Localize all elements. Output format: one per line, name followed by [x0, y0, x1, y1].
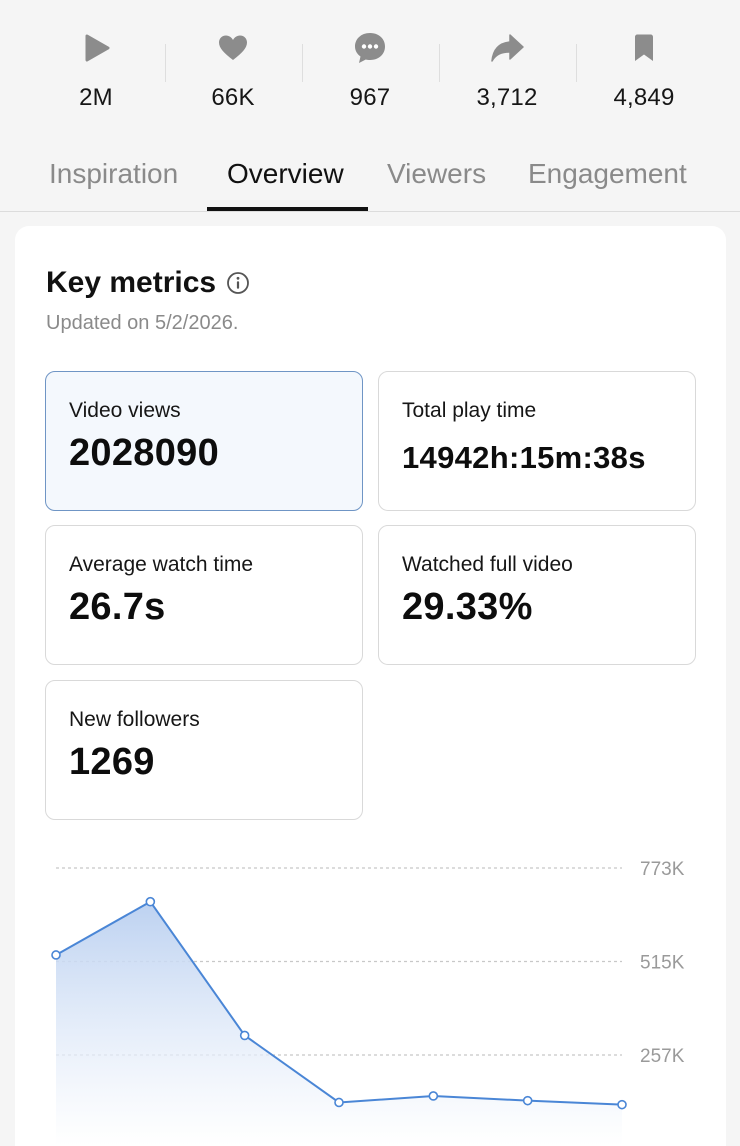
area-fill	[56, 901, 622, 1146]
metric-card-average-watch-time[interactable]: Average watch time 26.7s	[45, 525, 363, 665]
tab-inspiration[interactable]: Inspiration	[49, 158, 179, 189]
y-tick-label: 257K	[640, 1046, 685, 1067]
tab-viewers[interactable]: Viewers	[387, 158, 487, 189]
video-views-chart: 773K 515K 257K	[51, 859, 685, 1146]
metric-label: Video views	[69, 399, 181, 422]
stat-value: 66K	[211, 84, 255, 111]
stat-value: 2M	[79, 84, 113, 111]
data-point	[239, 1030, 250, 1041]
analytics-tabs: Inspiration Overview Viewers Engagement	[0, 140, 740, 212]
metric-card-new-followers[interactable]: New followers 1269	[45, 680, 363, 820]
metric-card-watched-full-video[interactable]: Watched full video 29.33%	[378, 525, 696, 665]
data-point	[522, 1095, 533, 1106]
metric-label: New followers	[69, 708, 200, 731]
data-point	[428, 1091, 439, 1101]
metric-value: 2028090	[69, 432, 220, 474]
updated-date: Updated on 5/2/2026.	[46, 312, 239, 334]
y-tick-label: 515K	[640, 953, 685, 974]
metric-value: 14942h:15m:38s	[402, 440, 646, 475]
metric-label: Total play time	[402, 399, 537, 422]
y-tick-label: 773K	[640, 859, 685, 880]
stat-saves: 4,849	[575, 0, 713, 140]
metric-label: Watched full video	[402, 553, 573, 576]
section-title: Key metrics	[46, 266, 250, 300]
section-title-text: Key metrics	[46, 266, 217, 299]
metric-card-video-views[interactable]: Video views 2028090	[45, 371, 363, 511]
stat-shares: 3,712	[438, 0, 576, 140]
stat-comments: 967	[301, 0, 439, 140]
stat-value: 4,849	[613, 84, 675, 111]
metric-value: 1269	[69, 741, 155, 783]
share-icon	[489, 30, 525, 66]
heart-icon	[215, 30, 251, 66]
data-point	[334, 1097, 344, 1108]
active-tab-indicator	[207, 207, 368, 211]
metric-value: 26.7s	[69, 586, 166, 628]
stat-likes: 66K	[164, 0, 302, 140]
tab-engagement[interactable]: Engagement	[528, 158, 687, 189]
metric-label: Average watch time	[69, 553, 254, 576]
info-icon[interactable]	[226, 271, 250, 295]
comment-icon	[352, 30, 388, 66]
video-stats-bar: 2M 66K 967 3,712 4,849	[0, 0, 740, 140]
stat-views: 2M	[28, 0, 165, 140]
data-point	[145, 896, 156, 907]
bookmark-icon	[626, 30, 662, 66]
metric-value: 29.33%	[402, 586, 533, 628]
stat-value: 3,712	[476, 84, 538, 111]
stat-value: 967	[349, 84, 391, 111]
metric-card-total-play-time[interactable]: Total play time 14942h:15m:38s	[378, 371, 696, 511]
data-point	[617, 1099, 627, 1110]
tab-overview[interactable]: Overview	[227, 158, 344, 189]
data-point	[51, 950, 61, 960]
play-icon	[78, 30, 114, 66]
